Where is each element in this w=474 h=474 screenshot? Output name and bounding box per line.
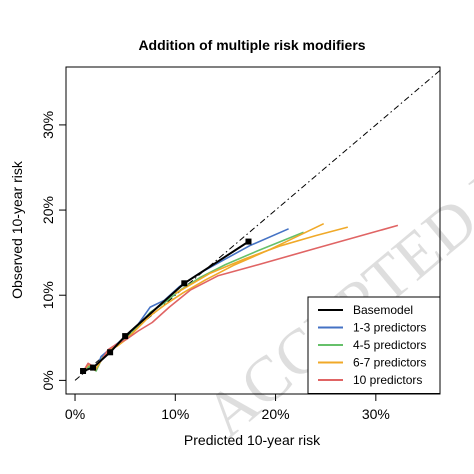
plot-frame: [65, 66, 441, 395]
x-tick-label: 30%: [362, 406, 390, 422]
series-point: [80, 368, 87, 375]
series-point: [181, 280, 188, 287]
y-tick-label: 10%: [40, 281, 56, 309]
reference-diagonal: [74, 70, 441, 381]
x-tick-label: 10%: [161, 406, 189, 422]
x-axis-label: Predicted 10-year risk: [184, 432, 321, 448]
legend-label: 6-7 predictors: [353, 356, 426, 370]
series-point: [107, 349, 114, 356]
plot-marks: 0% 10% 20% 30% 0% 10% 20% 30% Basemodel 1-3 predi…: [40, 70, 441, 422]
y-tick-label: 30%: [40, 111, 56, 139]
x-tick-label: 0%: [65, 406, 85, 422]
legend-label: 10 predictors: [353, 373, 422, 387]
chart-title: Addition of multiple risk modifiers: [138, 37, 365, 53]
series-point: [245, 238, 252, 245]
legend-label: 4-5 predictors: [353, 338, 426, 352]
legend-label: 1-3 predictors: [353, 321, 426, 335]
y-tick-label: 0%: [40, 370, 56, 390]
y-axis-label: Observed 10-year risk: [9, 160, 25, 299]
y-tick-label: 20%: [40, 196, 56, 224]
series-line: [82, 222, 325, 372]
legend-label: Basemodel: [353, 303, 413, 317]
series-point: [122, 333, 129, 340]
series-point: [90, 364, 97, 371]
series-line: [174, 226, 349, 295]
x-tick-label: 20%: [262, 406, 290, 422]
